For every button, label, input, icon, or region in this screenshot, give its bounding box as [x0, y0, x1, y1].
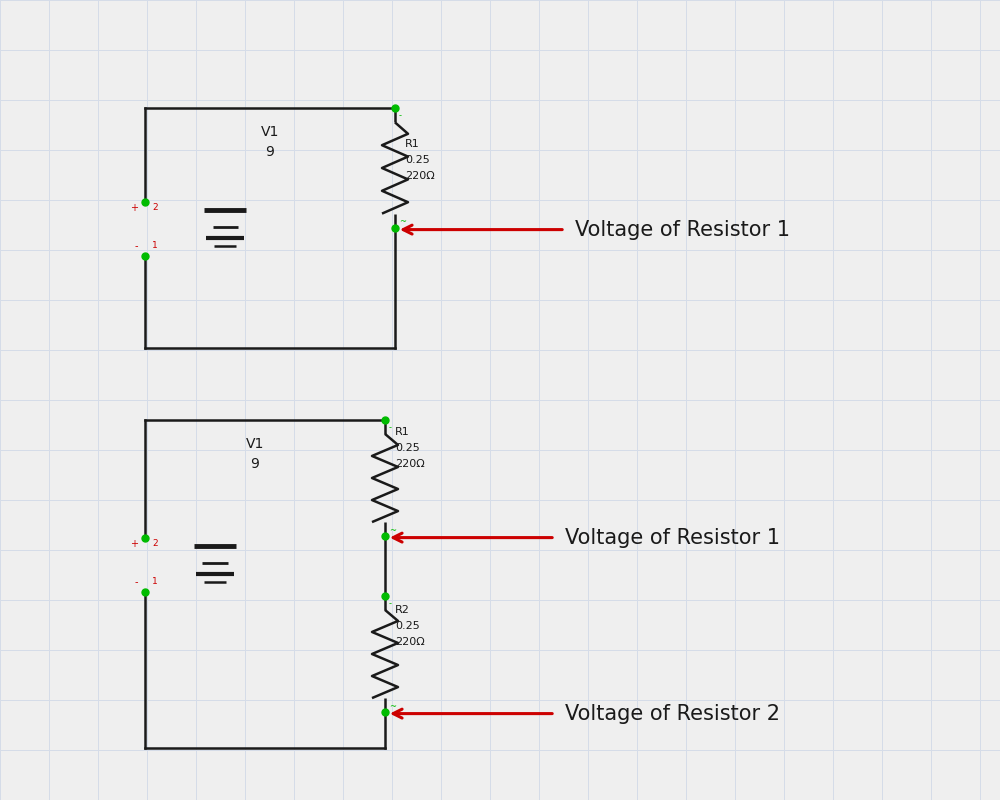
- Text: 9: 9: [266, 145, 274, 159]
- Text: 0.25: 0.25: [395, 621, 420, 630]
- Text: -: -: [389, 423, 392, 433]
- Text: Voltage of Resistor 2: Voltage of Resistor 2: [565, 704, 780, 723]
- Text: R1: R1: [405, 139, 420, 149]
- Text: V1: V1: [246, 437, 264, 451]
- Text: 2: 2: [152, 539, 158, 549]
- Text: 2: 2: [152, 203, 158, 213]
- Text: 220Ω: 220Ω: [395, 637, 425, 646]
- Text: ~: ~: [389, 526, 396, 535]
- Text: ~: ~: [389, 702, 396, 711]
- Text: R2: R2: [395, 605, 410, 614]
- Text: Voltage of Resistor 1: Voltage of Resistor 1: [565, 528, 780, 547]
- Text: +: +: [130, 539, 138, 549]
- Text: 9: 9: [251, 457, 259, 471]
- Text: 220Ω: 220Ω: [395, 459, 425, 469]
- Text: -: -: [134, 241, 138, 250]
- Text: V1: V1: [261, 125, 279, 139]
- Text: -: -: [389, 599, 392, 609]
- Text: R1: R1: [395, 427, 410, 437]
- Text: Voltage of Resistor 1: Voltage of Resistor 1: [575, 219, 790, 240]
- Text: 1: 1: [152, 577, 158, 586]
- Text: +: +: [130, 203, 138, 213]
- Text: 220Ω: 220Ω: [405, 171, 435, 181]
- Text: ~: ~: [399, 217, 406, 226]
- Text: -: -: [134, 577, 138, 586]
- Text: 0.25: 0.25: [395, 443, 420, 453]
- Text: 1: 1: [152, 241, 158, 250]
- Text: -: -: [399, 111, 402, 121]
- Text: 0.25: 0.25: [405, 155, 430, 165]
